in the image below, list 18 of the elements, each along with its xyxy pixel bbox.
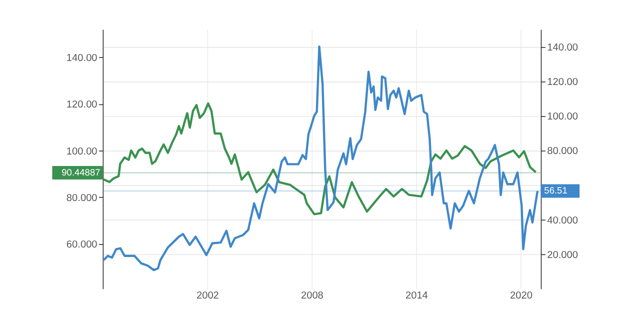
y-tick-label: 140.00 (66, 53, 98, 64)
ref-line-label: 56.51 (544, 186, 568, 196)
x-tick-label: 2020 (510, 290, 533, 302)
y2-tick-label: 40.000 (547, 215, 578, 226)
y-tick-label: 100.00 (66, 146, 98, 158)
y2-tick-label: 140.00 (547, 42, 578, 54)
y-tick-label: 120.00 (66, 100, 98, 111)
y2-tick-label: 80.000 (547, 146, 578, 158)
x-tick-label: 2002 (196, 290, 220, 302)
y-tick-label: 60.000 (66, 240, 98, 251)
ref-line-label: 90.44887 (62, 167, 100, 178)
x-tick-label: 2014 (405, 290, 428, 302)
y2-tick-label: 20.000 (547, 250, 578, 261)
y2-tick-label: 100.00 (547, 112, 578, 123)
y-tick-label: 80.000 (66, 192, 98, 204)
x-tick-label: 2008 (300, 290, 324, 302)
line-series (102, 46, 539, 272)
y2-tick-label: 120.00 (547, 76, 578, 88)
